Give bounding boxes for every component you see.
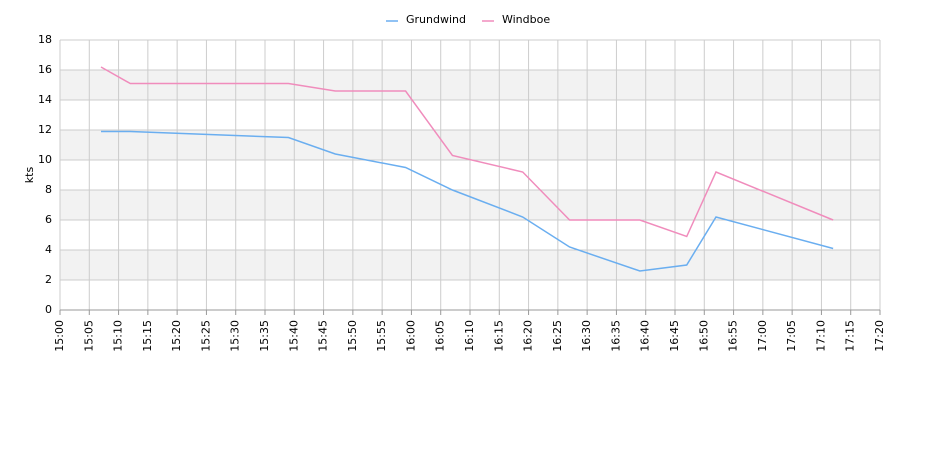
x-tick-label: 15:35 [258, 320, 271, 352]
x-tick-label: 15:15 [141, 320, 154, 352]
plot-background [59, 39, 881, 311]
x-tick-label: 15:50 [346, 320, 359, 352]
x-tick-label: 16:30 [580, 320, 593, 352]
line-series [100, 66, 834, 238]
x-tick-label: 17:20 [873, 320, 886, 352]
x-tick-label: 15:05 [82, 320, 95, 352]
x-tick-label: 16:55 [727, 320, 740, 352]
x-tick-label: 16:40 [639, 320, 652, 352]
y-tick-label: 0 [45, 303, 52, 316]
x-tick-label: 15:45 [317, 320, 330, 352]
x-tick-label: 15:55 [375, 320, 388, 352]
x-tick-label: 15:30 [229, 320, 242, 352]
x-tick-label: 17:15 [844, 320, 857, 352]
x-tick-label: 16:15 [492, 320, 505, 352]
x-tick-label: 17:05 [785, 320, 798, 352]
y-tick-label: 4 [45, 243, 52, 256]
y-tick-label: 12 [38, 123, 52, 136]
legend-label: Windboe [502, 13, 550, 26]
x-tick-label: 15:00 [53, 320, 66, 352]
x-tick-label: 16:05 [434, 320, 447, 352]
y-tick-label: 8 [45, 183, 52, 196]
x-tick-label: 15:40 [287, 320, 300, 352]
x-tick-label: 15:10 [112, 320, 125, 352]
x-tick-label: 15:20 [170, 320, 183, 352]
x-tick-label: 15:25 [199, 320, 212, 352]
x-tick-label: 16:20 [522, 320, 535, 352]
x-tick-label: 17:00 [756, 320, 769, 352]
x-tick-label: 16:50 [697, 320, 710, 352]
x-tick-label: 16:25 [551, 320, 564, 352]
x-tick-label: 16:45 [668, 320, 681, 352]
y-axis-label: kts [23, 167, 36, 184]
x-tick-label: 16:35 [609, 320, 622, 352]
x-tick-label: 17:10 [814, 320, 827, 352]
y-tick-label: 6 [45, 213, 52, 226]
y-tick-label: 14 [38, 93, 52, 106]
y-tick-label: 16 [38, 63, 52, 76]
x-tick-label: 16:10 [463, 320, 476, 352]
line-series [101, 130, 834, 272]
y-tick-label: 10 [38, 153, 52, 166]
y-tick-label: 18 [38, 33, 52, 46]
x-tick-label: 16:00 [404, 320, 417, 352]
y-tick-label: 2 [45, 273, 52, 286]
legend-label: Grundwind [406, 13, 466, 26]
